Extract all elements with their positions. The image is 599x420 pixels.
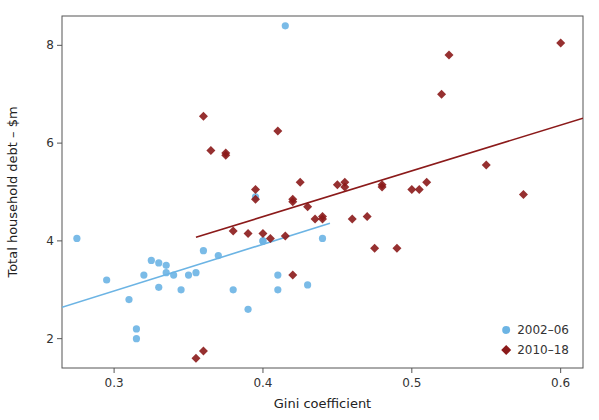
point: [103, 276, 110, 283]
x-tick-label: 0.3: [105, 376, 124, 390]
point: [177, 286, 184, 293]
y-tick: [57, 338, 62, 339]
point: [133, 325, 140, 332]
chart: 0.3 0.4 0.5 0.6 2 4 6 8 Gini coefficient Total ho…: [0, 0, 599, 420]
point: [348, 214, 357, 223]
point: [192, 269, 199, 276]
point: [148, 257, 155, 264]
legend-label: 2002–06: [517, 323, 569, 337]
point: [415, 185, 424, 194]
point: [259, 237, 266, 244]
point: [200, 247, 207, 254]
x-tick: [560, 368, 561, 373]
point: [422, 178, 431, 187]
point: [244, 229, 253, 238]
point: [170, 272, 177, 279]
y-axis-label: Total household debt – $m: [5, 106, 20, 278]
point: [155, 259, 162, 266]
x-tick: [411, 368, 412, 373]
point: [251, 195, 260, 204]
point: [191, 354, 200, 363]
point: [519, 190, 528, 199]
point: [288, 271, 297, 280]
point: [288, 197, 297, 206]
y-tick-label: 4: [46, 234, 54, 248]
point: [133, 335, 140, 342]
point: [258, 229, 267, 238]
point: [304, 281, 311, 288]
point: [140, 272, 147, 279]
point: [363, 212, 372, 221]
legend: 2002–06 2010–18: [501, 323, 569, 357]
plot-area: [62, 22, 583, 363]
x-tick: [114, 368, 115, 373]
point: [125, 296, 132, 303]
x-tick-label: 0.5: [402, 376, 421, 390]
point: [274, 286, 281, 293]
plot-frame: [62, 16, 583, 368]
point: [215, 252, 222, 259]
y-tick-label: 8: [46, 38, 54, 52]
point: [185, 272, 192, 279]
point: [333, 180, 342, 189]
legend-marker: [502, 326, 510, 334]
point: [206, 146, 215, 155]
point: [340, 178, 349, 187]
point: [199, 112, 208, 121]
point: [266, 234, 275, 243]
x-tick-label: 0.6: [551, 376, 570, 390]
point: [199, 346, 208, 355]
y-tick: [57, 240, 62, 241]
point: [482, 161, 491, 170]
point: [229, 227, 238, 236]
legend-label: 2010–18: [517, 343, 569, 357]
x-tick: [262, 368, 263, 373]
point: [244, 306, 251, 313]
point: [230, 286, 237, 293]
point: [273, 126, 282, 135]
fit-line: [196, 118, 583, 237]
point: [73, 235, 80, 242]
y-tick-label: 2: [46, 332, 54, 346]
points: [73, 22, 565, 363]
point: [163, 269, 170, 276]
point: [318, 214, 327, 223]
point: [319, 235, 326, 242]
point: [378, 183, 387, 192]
fit-line: [62, 223, 330, 307]
point: [296, 178, 305, 187]
y-tick: [57, 143, 62, 144]
fit-lines: [62, 118, 583, 307]
point: [259, 237, 266, 244]
point: [163, 262, 170, 269]
point: [445, 51, 454, 60]
point: [303, 202, 312, 211]
point: [221, 148, 230, 157]
point: [370, 244, 379, 253]
y-tick-label: 6: [46, 136, 54, 150]
x-tick-label: 0.4: [253, 376, 272, 390]
point: [556, 38, 565, 47]
y-tick: [57, 45, 62, 46]
point: [251, 185, 260, 194]
point: [392, 244, 401, 253]
point: [281, 232, 290, 241]
point: [437, 90, 446, 99]
point: [282, 22, 289, 29]
point: [274, 272, 281, 279]
x-axis-label: Gini coefficient: [274, 396, 371, 411]
point: [155, 284, 162, 291]
legend-marker: [501, 345, 511, 355]
